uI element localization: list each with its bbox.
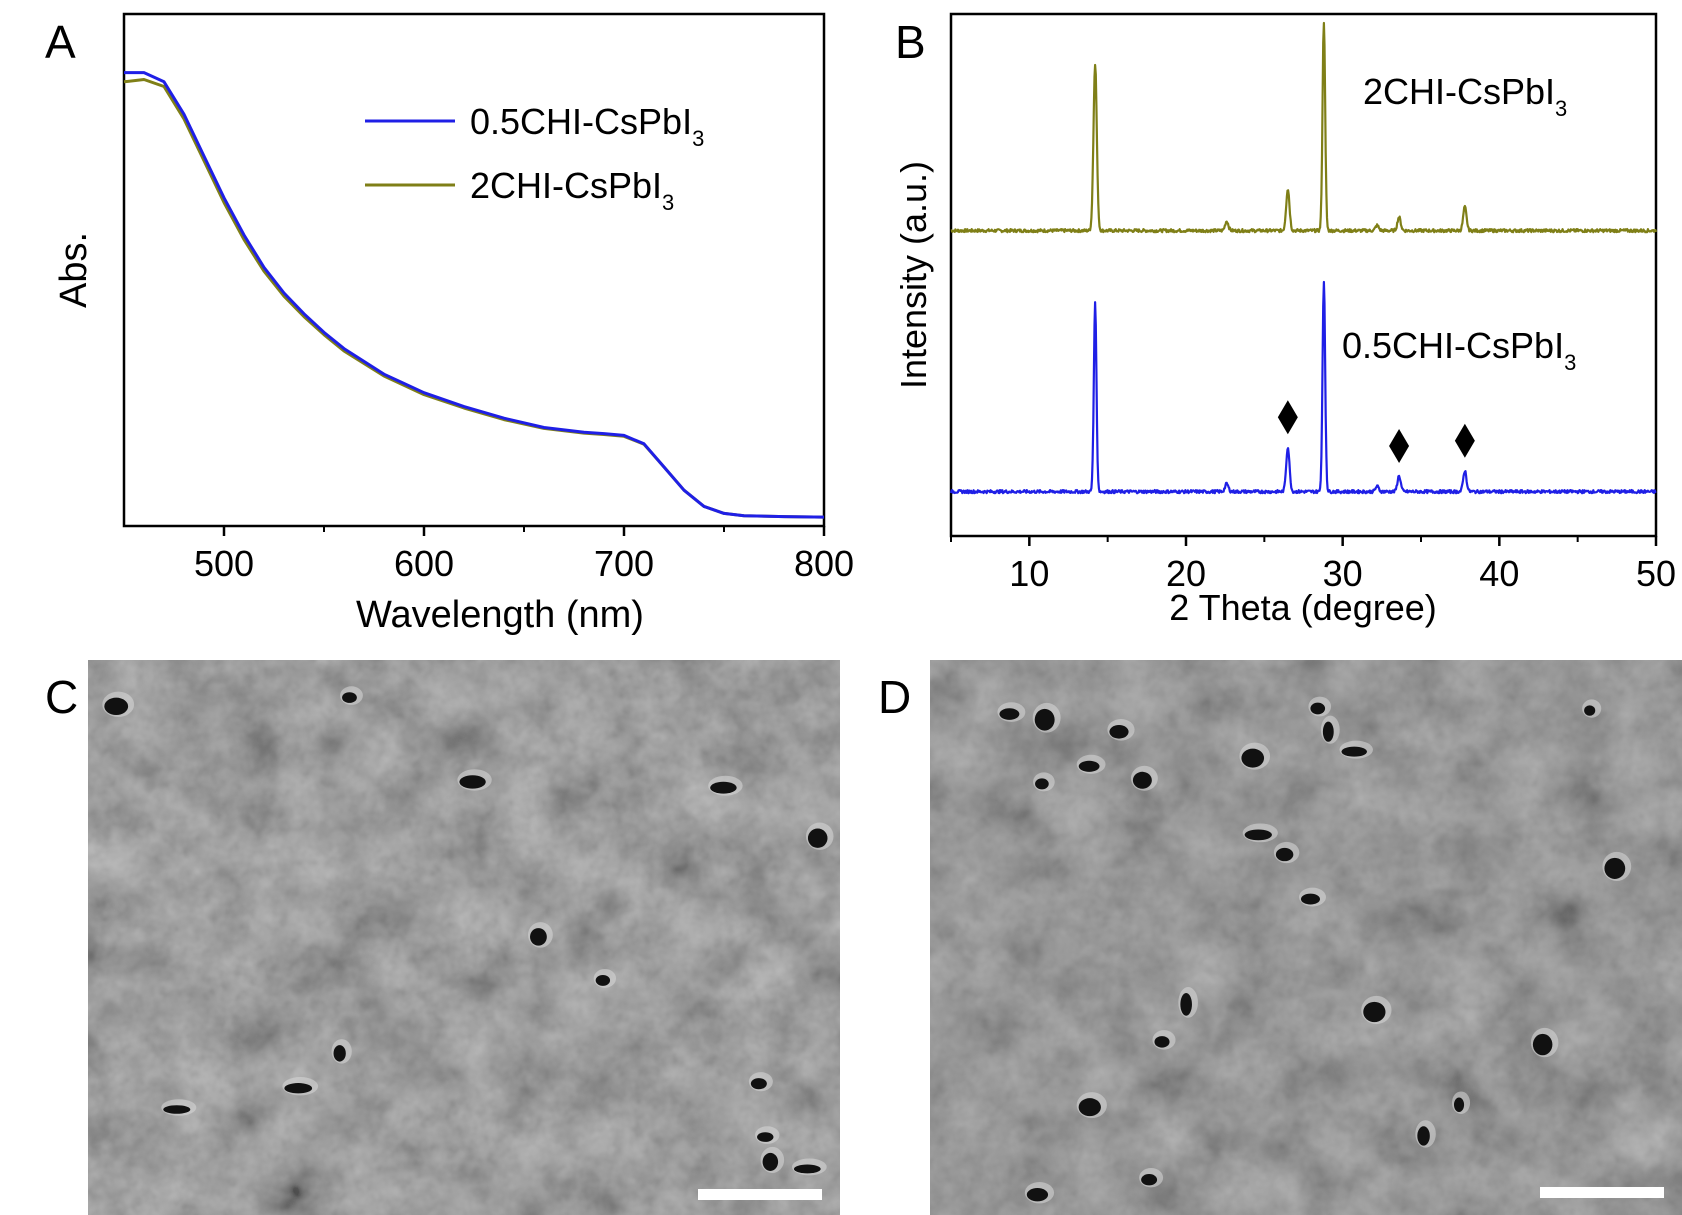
sem-pore bbox=[1141, 1174, 1158, 1186]
sem-pore bbox=[757, 1132, 774, 1142]
panel-a-label: A bbox=[45, 16, 76, 68]
sem-pore bbox=[284, 1083, 313, 1094]
sem-pore bbox=[1109, 725, 1129, 739]
panel-a-x-ticks: 500 600 700 800 bbox=[194, 526, 854, 584]
sem-pore bbox=[1310, 702, 1326, 715]
sem-pore bbox=[1035, 778, 1049, 790]
panel-b-label-top: 2CHI-CsPbI3 bbox=[1363, 71, 1567, 121]
sem-pore bbox=[1275, 847, 1294, 862]
panel-b-x-axis-title: 2 Theta (degree) bbox=[1169, 587, 1437, 628]
sem-pore bbox=[750, 1078, 767, 1090]
panel-b-y-axis-title: Intensity (a.u.) bbox=[893, 161, 934, 389]
b-x-tick-label: 20 bbox=[1166, 553, 1206, 594]
a-series-line bbox=[123, 78, 825, 519]
panel-a-x-axis-title: Wavelength (nm) bbox=[356, 594, 644, 636]
panel-a: A Abs. Wavelength (nm) 500 600 700 800 0.5C… bbox=[45, 12, 854, 636]
b-series-line bbox=[950, 21, 1658, 234]
panel-b-label-bottom: 0.5CHI-CsPbI3 bbox=[1342, 325, 1576, 375]
panel-b-label: B bbox=[895, 16, 926, 68]
sem-pore bbox=[1078, 760, 1100, 772]
sem-pore bbox=[1417, 1126, 1430, 1146]
sem-pore bbox=[1300, 893, 1320, 905]
sem-pore bbox=[530, 928, 547, 946]
panel-b-markers bbox=[1277, 400, 1475, 463]
legend-label-olive: 2CHI-CsPbI3 bbox=[470, 165, 674, 215]
sem-pore bbox=[793, 1164, 821, 1174]
a-series-line bbox=[124, 71, 825, 519]
sem-pore bbox=[1532, 1033, 1553, 1056]
panel-b-series bbox=[949, 21, 1658, 495]
panel-b-frame bbox=[949, 12, 1658, 538]
sem-pore bbox=[1244, 829, 1272, 841]
a-x-tick-label: 500 bbox=[194, 543, 254, 584]
sem-pore bbox=[1363, 1001, 1386, 1023]
a-x-tick-label: 700 bbox=[594, 543, 654, 584]
scale-bar-d bbox=[1540, 1187, 1664, 1198]
sem-pore bbox=[1453, 1097, 1465, 1113]
panel-a-series bbox=[123, 71, 825, 519]
sem-pore bbox=[333, 1045, 346, 1062]
sem-pore bbox=[1180, 993, 1192, 1016]
panel-a-frame bbox=[122, 12, 826, 528]
sem-pore bbox=[710, 781, 737, 794]
sem-pore bbox=[1604, 857, 1626, 879]
sem-pore bbox=[999, 708, 1020, 720]
panel-a-y-axis-title: Abs. bbox=[53, 232, 95, 308]
sem-pore bbox=[762, 1152, 779, 1171]
sem-pore bbox=[104, 697, 129, 716]
sem-pore bbox=[1078, 1098, 1101, 1117]
panel-c: C bbox=[45, 660, 840, 1215]
sem-pore bbox=[1026, 1188, 1049, 1202]
b-x-tick-label: 40 bbox=[1479, 553, 1519, 594]
sem-pore bbox=[1132, 771, 1152, 789]
sem-image-d bbox=[930, 660, 1682, 1215]
sem-pore bbox=[1154, 1036, 1170, 1048]
panel-d: D bbox=[878, 660, 1682, 1215]
sem-pore bbox=[1322, 721, 1334, 742]
legend-label-blue: 0.5CHI-CsPbI3 bbox=[470, 101, 704, 151]
panel-b-x-ticks: 10 20 30 40 50 bbox=[950, 536, 1676, 594]
sem-pore bbox=[1034, 708, 1055, 731]
sem-pore bbox=[595, 974, 611, 986]
diamond-marker-icon bbox=[1277, 400, 1298, 435]
panel-b: B Intensity (a.u.) 2 Theta (degree) 10 20… bbox=[893, 12, 1676, 628]
sem-pore bbox=[807, 828, 828, 848]
sem-pore bbox=[163, 1105, 191, 1114]
a-x-tick-label: 600 bbox=[394, 543, 454, 584]
diamond-marker-icon bbox=[1389, 428, 1410, 463]
b-x-tick-label: 50 bbox=[1636, 553, 1676, 594]
sem-pore bbox=[459, 775, 486, 789]
sem-pore bbox=[1584, 705, 1596, 716]
scale-bar-c bbox=[698, 1189, 822, 1200]
sem-image-c bbox=[88, 660, 840, 1215]
b-series-line bbox=[949, 280, 1657, 495]
panel-a-legend: 0.5CHI-CsPbI3 2CHI-CsPbI3 bbox=[365, 101, 704, 215]
b-x-tick-label: 10 bbox=[1009, 553, 1049, 594]
sem-pore bbox=[1241, 748, 1265, 768]
b-x-tick-label: 30 bbox=[1323, 553, 1363, 594]
sem-pore bbox=[1341, 746, 1367, 757]
diamond-marker-icon bbox=[1454, 423, 1475, 458]
a-x-tick-label: 800 bbox=[794, 543, 854, 584]
panel-d-label: D bbox=[878, 671, 911, 723]
panel-c-label: C bbox=[45, 671, 78, 723]
sem-pore bbox=[342, 692, 357, 703]
